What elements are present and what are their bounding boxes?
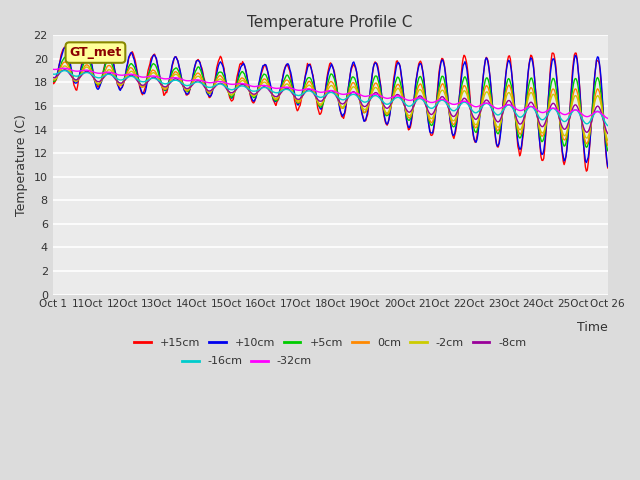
+5cm xyxy=(49,78,56,84)
+15cm xyxy=(193,58,200,64)
-16cm xyxy=(604,123,612,129)
+15cm xyxy=(49,79,56,84)
-2cm xyxy=(148,71,156,76)
-32cm xyxy=(49,66,56,72)
-8cm xyxy=(604,131,612,136)
+5cm xyxy=(301,83,308,88)
-8cm xyxy=(148,75,156,81)
0cm xyxy=(49,76,56,82)
-8cm xyxy=(377,96,385,102)
Line: -8cm: -8cm xyxy=(52,70,608,133)
-2cm xyxy=(604,138,612,144)
+15cm xyxy=(468,115,476,120)
+5cm xyxy=(61,54,68,60)
+10cm xyxy=(49,78,56,84)
-2cm xyxy=(301,87,308,93)
+5cm xyxy=(148,62,156,68)
+10cm xyxy=(148,57,156,62)
+15cm xyxy=(377,82,385,88)
+10cm xyxy=(420,80,428,86)
+10cm xyxy=(377,84,385,89)
-2cm xyxy=(468,111,476,117)
0cm xyxy=(377,93,385,98)
+5cm xyxy=(377,89,385,95)
-32cm xyxy=(377,93,385,99)
-16cm xyxy=(61,68,68,73)
Line: +5cm: +5cm xyxy=(52,57,608,151)
+15cm xyxy=(61,44,68,50)
0cm xyxy=(61,59,68,65)
0cm xyxy=(604,143,612,148)
-16cm xyxy=(377,96,385,102)
-2cm xyxy=(420,95,428,101)
Y-axis label: Temperature (C): Temperature (C) xyxy=(15,114,28,216)
0cm xyxy=(420,92,428,98)
Line: -16cm: -16cm xyxy=(52,71,608,126)
+15cm xyxy=(420,79,428,84)
-32cm xyxy=(60,65,68,71)
-16cm xyxy=(301,90,308,96)
-32cm xyxy=(193,77,200,83)
-8cm xyxy=(420,99,428,105)
+15cm xyxy=(604,165,612,171)
+5cm xyxy=(193,67,200,72)
-8cm xyxy=(468,109,476,115)
+5cm xyxy=(468,112,476,118)
-32cm xyxy=(148,73,156,79)
0cm xyxy=(148,68,156,74)
+10cm xyxy=(468,117,476,122)
-32cm xyxy=(468,102,476,108)
-2cm xyxy=(61,63,68,69)
-8cm xyxy=(301,90,308,96)
-32cm xyxy=(301,86,308,92)
-16cm xyxy=(468,107,476,112)
Line: -32cm: -32cm xyxy=(52,68,608,119)
+15cm xyxy=(148,54,156,60)
-16cm xyxy=(49,71,56,77)
-16cm xyxy=(148,75,156,81)
Title: Temperature Profile C: Temperature Profile C xyxy=(248,15,413,30)
0cm xyxy=(193,71,200,77)
-2cm xyxy=(377,95,385,101)
-16cm xyxy=(420,99,428,105)
Line: 0cm: 0cm xyxy=(52,62,608,145)
-2cm xyxy=(49,76,56,82)
+15cm xyxy=(301,76,308,82)
+15cm xyxy=(582,168,590,174)
Line: +15cm: +15cm xyxy=(52,47,608,171)
+10cm xyxy=(61,45,68,50)
+10cm xyxy=(301,76,308,82)
-8cm xyxy=(193,78,200,84)
Text: Time: Time xyxy=(577,321,608,334)
Line: +10cm: +10cm xyxy=(52,48,608,167)
Legend: -16cm, -32cm: -16cm, -32cm xyxy=(177,352,316,371)
+10cm xyxy=(604,164,612,169)
-8cm xyxy=(49,74,56,80)
-32cm xyxy=(604,116,612,121)
+10cm xyxy=(193,59,200,64)
+5cm xyxy=(604,148,612,154)
Text: GT_met: GT_met xyxy=(69,46,122,59)
Line: -2cm: -2cm xyxy=(52,66,608,141)
+5cm xyxy=(420,88,428,94)
-2cm xyxy=(193,74,200,80)
0cm xyxy=(468,112,476,118)
0cm xyxy=(301,86,308,92)
-32cm xyxy=(420,96,428,102)
-16cm xyxy=(193,79,200,85)
-8cm xyxy=(61,67,68,72)
